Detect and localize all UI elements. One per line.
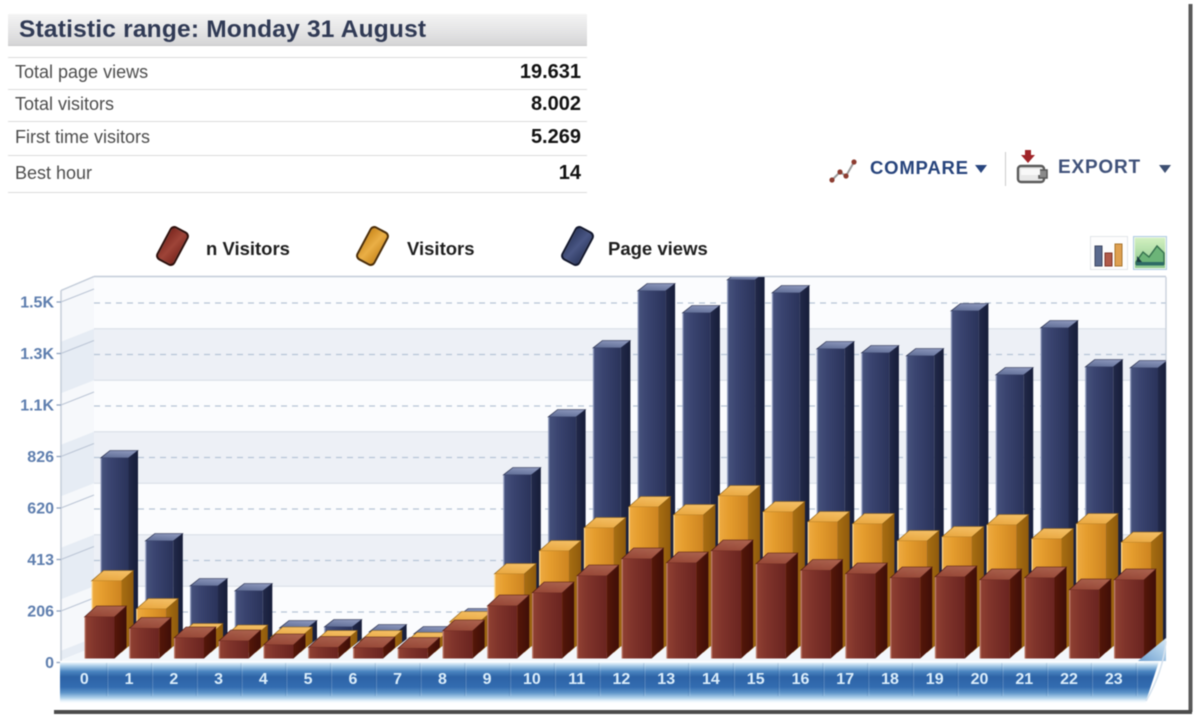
svg-text:5: 5 xyxy=(304,671,313,688)
svg-text:620: 620 xyxy=(27,501,54,518)
svg-text:21: 21 xyxy=(1015,671,1033,688)
svg-text:826: 826 xyxy=(27,449,54,466)
svg-text:2: 2 xyxy=(169,671,178,688)
svg-text:0: 0 xyxy=(45,655,54,672)
svg-text:17: 17 xyxy=(836,671,854,688)
svg-text:8: 8 xyxy=(438,671,447,688)
svg-text:16: 16 xyxy=(792,671,810,688)
svg-text:14: 14 xyxy=(702,671,720,688)
svg-text:6: 6 xyxy=(348,671,357,688)
svg-text:22: 22 xyxy=(1060,671,1078,688)
svg-text:15: 15 xyxy=(747,671,765,688)
svg-text:1.5K: 1.5K xyxy=(20,295,54,312)
svg-text:1: 1 xyxy=(125,671,134,688)
svg-text:413: 413 xyxy=(27,552,54,569)
svg-text:3: 3 xyxy=(214,671,223,688)
svg-text:10: 10 xyxy=(523,671,541,688)
svg-text:1.3K: 1.3K xyxy=(20,346,54,363)
svg-text:4: 4 xyxy=(259,671,268,688)
svg-text:0: 0 xyxy=(80,671,89,688)
svg-text:12: 12 xyxy=(613,671,631,688)
svg-text:7: 7 xyxy=(393,671,402,688)
svg-text:18: 18 xyxy=(881,671,899,688)
svg-text:20: 20 xyxy=(971,671,989,688)
svg-text:19: 19 xyxy=(926,671,944,688)
svg-text:11: 11 xyxy=(568,671,585,688)
svg-text:9: 9 xyxy=(483,671,492,688)
svg-text:206: 206 xyxy=(27,604,54,621)
svg-text:13: 13 xyxy=(657,671,675,688)
svg-text:23: 23 xyxy=(1105,671,1123,688)
svg-text:1.1K: 1.1K xyxy=(20,398,54,415)
